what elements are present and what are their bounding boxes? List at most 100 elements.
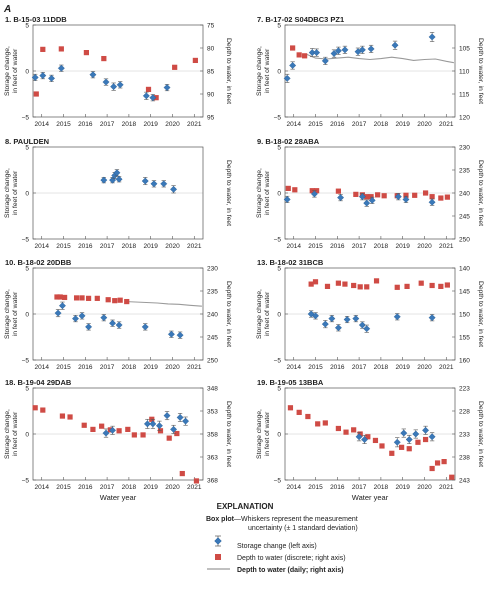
discrete-depth-point — [296, 52, 302, 58]
x-tick-label: 2016 — [78, 484, 93, 491]
discrete-depth-point — [449, 474, 455, 480]
storage-point — [341, 45, 349, 54]
discrete-depth-point — [412, 192, 418, 198]
y-axis-title-line: in feet of water — [12, 48, 19, 93]
discrete-depth-point — [67, 414, 73, 420]
storage-marker — [155, 422, 163, 430]
storage-point — [412, 429, 420, 439]
storage-marker — [150, 180, 158, 188]
storage-marker — [170, 425, 178, 433]
y-axis-title: Storage change,in feet of water — [4, 46, 19, 96]
discrete-depth-point — [116, 428, 122, 434]
y-axis-title-line: Storage change, — [4, 289, 11, 339]
y2-axis-title: Depth to water, in feet — [225, 38, 232, 104]
x-tick-label: 2018 — [122, 121, 137, 128]
storage-marker — [109, 426, 117, 434]
discrete-depth-point — [79, 295, 85, 301]
discrete-depth-point — [422, 436, 429, 443]
discrete-depth-point — [81, 422, 87, 428]
x-tick-label: 2017 — [352, 364, 367, 371]
storage-marker — [312, 312, 319, 320]
storage-marker — [391, 41, 399, 49]
legend-box-plot-bold: Box plot — [206, 516, 235, 523]
storage-point — [400, 428, 408, 438]
x-tick-label: 2019 — [143, 121, 158, 128]
x-tick-label: 2020 — [417, 364, 432, 371]
storage-point — [149, 418, 157, 429]
storage-point — [363, 199, 371, 207]
discrete-depth-point — [290, 45, 296, 51]
storage-point — [355, 432, 363, 442]
storage-marker — [368, 196, 376, 204]
legend-box-plot-line2: uncertainty (± 1 standard deviation) — [248, 525, 358, 532]
y-axis-title: Storage change,in feet of water — [256, 46, 271, 96]
y2-tick-label: 115 — [459, 92, 470, 99]
storage-marker — [31, 73, 39, 81]
storage-point — [150, 180, 158, 188]
x-tick-label: 2015 — [308, 364, 323, 371]
y2-tick-label: 120 — [459, 115, 470, 122]
storage-point — [402, 195, 410, 203]
discrete-depth-point — [429, 194, 435, 200]
x-tick-label: 2020 — [165, 484, 180, 491]
storage-point — [72, 315, 79, 323]
y2-tick-label: 250 — [459, 237, 470, 244]
x-tick-label: 2018 — [122, 364, 137, 371]
y2-axis-title: Depth to water, in feet — [477, 401, 484, 467]
x-tick-label: 2020 — [165, 243, 180, 250]
y2-tick-label: 140 — [459, 266, 470, 273]
x-tick-label: 2021 — [439, 243, 454, 250]
storage-marker — [57, 64, 65, 72]
storage-marker — [352, 315, 360, 323]
x-tick-label: 2015 — [56, 121, 71, 128]
storage-point — [328, 315, 336, 323]
discrete-depth-point — [403, 192, 409, 198]
chart-panel-4: 9. B-18-02 28ABA 2014 2015 2016 2017 2018 2019… — [256, 137, 484, 250]
storage-point — [358, 193, 366, 201]
x-axis-title: Water year — [352, 493, 389, 502]
y2-tick-label: 160 — [459, 358, 470, 365]
discrete-depth-point — [172, 64, 178, 70]
y2-tick-label: 358 — [207, 432, 218, 439]
storage-point — [393, 437, 401, 448]
x-tick-label: 2015 — [56, 364, 71, 371]
y2-tick-label: 240 — [459, 191, 470, 198]
y-axis-title-line: in feet of water — [264, 291, 271, 336]
x-tick-label: 2014 — [34, 121, 49, 128]
discrete-depth-point — [308, 281, 314, 287]
storage-marker — [149, 94, 157, 102]
storage-point — [85, 323, 93, 331]
y2-tick-label: 348 — [207, 386, 218, 393]
x-tick-label: 2020 — [165, 364, 180, 371]
chart-panel-1: 1. B-15-03 11DDB 2014 2015 2016 2017 2018 2019… — [4, 15, 232, 128]
y2-tick-label: 90 — [207, 92, 215, 99]
storage-marker — [72, 315, 79, 323]
discrete-depth-point — [145, 86, 152, 92]
storage-point — [428, 314, 436, 322]
x-tick-label: 2016 — [330, 121, 345, 128]
storage-point — [428, 432, 436, 442]
storage-marker — [428, 198, 436, 206]
y-tick-label: 5 — [25, 386, 29, 393]
y-axis-title-line: Storage change, — [4, 168, 11, 218]
discrete-depth-point — [166, 435, 172, 441]
y-tick-label: −5 — [22, 478, 30, 485]
storage-marker — [89, 71, 97, 79]
discrete-depth-point — [438, 195, 444, 201]
storage-marker — [142, 92, 150, 100]
storage-marker — [341, 46, 349, 54]
x-tick-label: 2014 — [286, 121, 301, 128]
discrete-depth-point — [422, 190, 429, 196]
chart-panel-3: 8. PAULDEN 2014 2015 2016 2017 2018 2019 2020 20… — [4, 137, 232, 250]
y-tick-label: −5 — [22, 358, 30, 365]
y2-tick-label: 110 — [459, 69, 470, 76]
x-tick-label: 2015 — [308, 484, 323, 491]
discrete-depth-point — [192, 57, 198, 64]
y-axis-title: Storage change,in feet of water — [4, 289, 19, 339]
y-axis-title-line: Storage change, — [256, 289, 263, 339]
discrete-depth-point — [40, 407, 46, 413]
y2-tick-label: 230 — [459, 145, 470, 152]
storage-marker — [334, 324, 342, 332]
storage-point — [358, 321, 366, 329]
discrete-depth-point — [131, 432, 137, 438]
